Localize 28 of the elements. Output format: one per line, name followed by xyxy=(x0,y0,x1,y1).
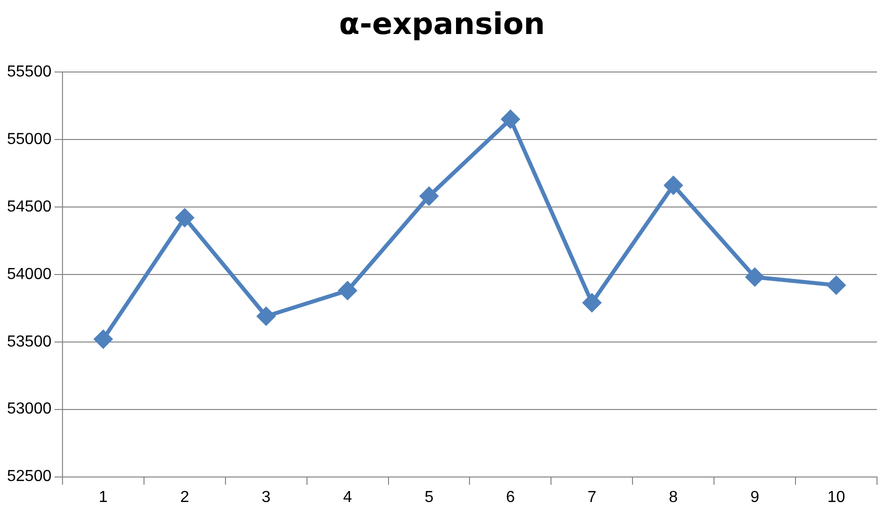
point xyxy=(827,276,846,294)
point xyxy=(664,176,682,194)
point xyxy=(94,330,112,348)
point xyxy=(582,294,601,312)
y-tick-label: 54000 xyxy=(6,266,52,283)
point xyxy=(420,187,438,206)
x-tick-label: 10 xyxy=(827,488,846,506)
x-tick-label: 1 xyxy=(98,488,108,506)
y-tick-label: 53500 xyxy=(6,333,52,350)
y-tick-label: 55000 xyxy=(6,130,52,148)
x-tick-label: 5 xyxy=(424,488,434,506)
x-tick-label: 6 xyxy=(506,488,516,506)
y-tick-label: 53000 xyxy=(6,400,52,418)
point xyxy=(746,268,764,286)
point xyxy=(501,110,520,128)
x-tick-label: 3 xyxy=(262,488,271,506)
point xyxy=(176,208,194,227)
y-tick-label: 55500 xyxy=(6,63,52,80)
y-tick-label: 54500 xyxy=(6,198,52,216)
x-tick-label: 7 xyxy=(587,488,596,506)
point xyxy=(257,307,276,326)
x-tick-label: 9 xyxy=(750,488,760,506)
x-tick-label: 2 xyxy=(180,488,190,506)
x-tick-label: 4 xyxy=(343,488,352,506)
x-tick-label: 8 xyxy=(668,488,678,506)
point xyxy=(338,282,357,300)
y-tick-label: 52500 xyxy=(6,468,52,486)
chart-title: α-expansion xyxy=(339,6,545,42)
